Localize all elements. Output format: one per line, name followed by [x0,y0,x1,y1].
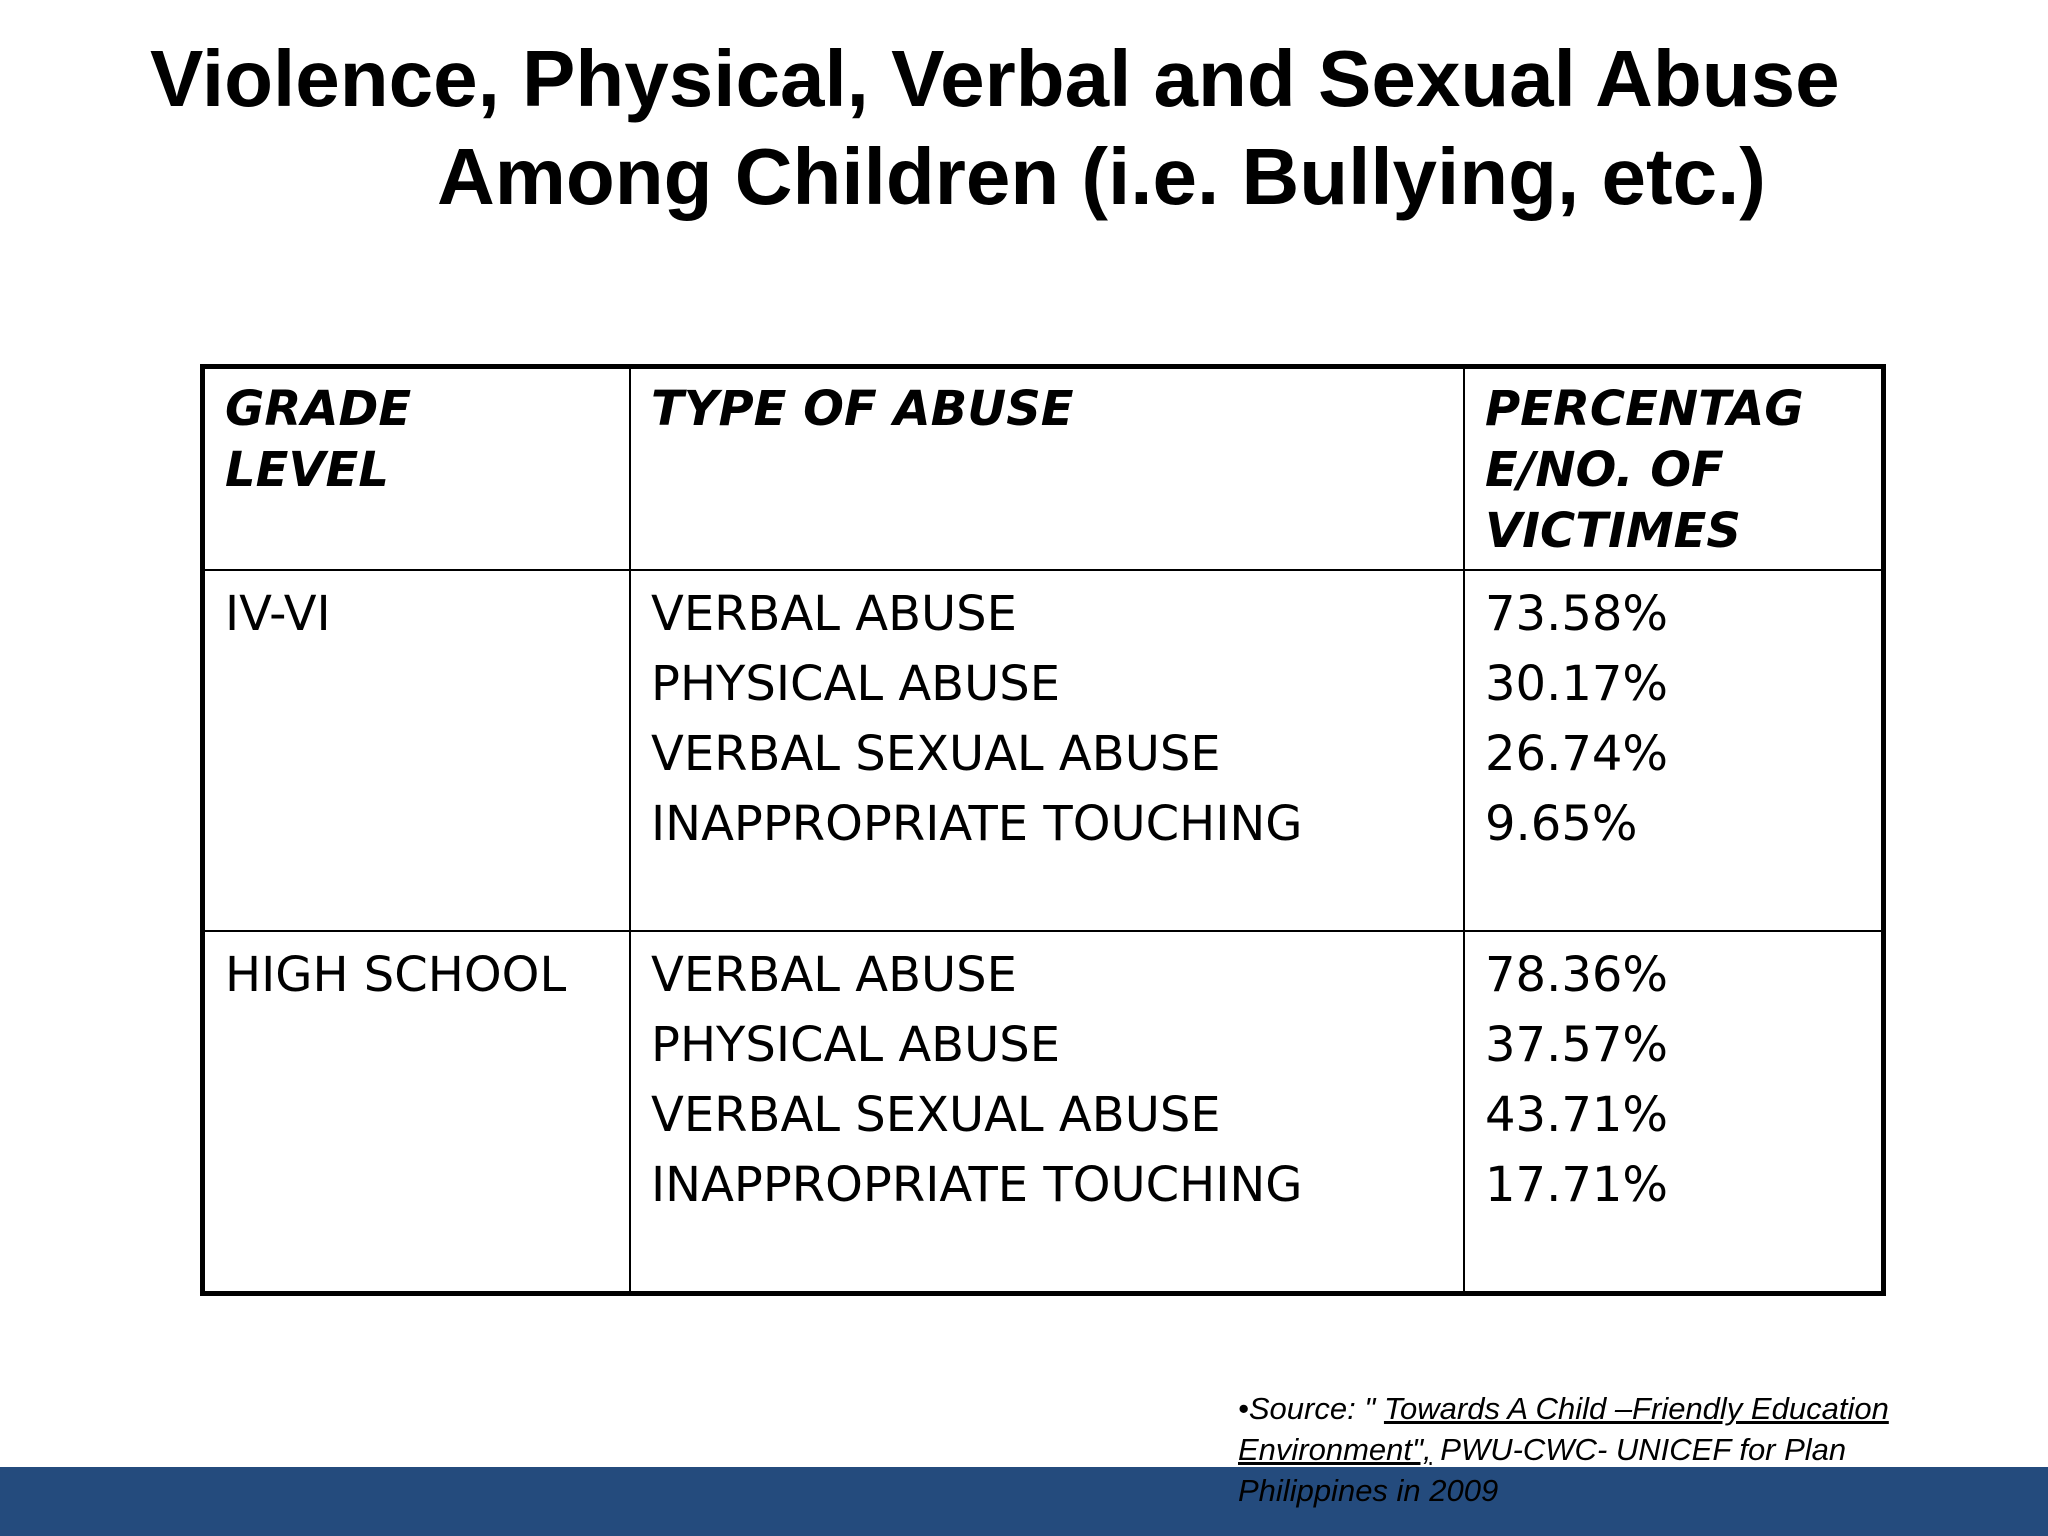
slide-title: Violence, Physical, Verbal and Sexual Ab… [150,30,1950,226]
abuse-type: VERBAL SEXUAL ABUSE [651,726,1221,782]
percentage-value: 26.74% [1485,726,1669,782]
grade-cell: IV-VI [201,569,631,932]
slide-title-line-2: Among Children (i.e. Bullying, etc.) [437,132,1766,221]
header-grade-level-line: LEVEL [225,442,389,498]
table-row: IV-VI VERBAL ABUSE PHYSICAL ABUSE VERBAL… [201,569,1885,932]
percentage-value: 73.58% [1485,586,1669,642]
abuse-type-cell: VERBAL ABUSE PHYSICAL ABUSE VERBAL SEXUA… [629,929,1465,1295]
abuse-type: VERBAL SEXUAL ABUSE [651,1086,1221,1143]
slide-title-line-1: Violence, Physical, Verbal and Sexual Ab… [150,34,1840,123]
table-row: HIGH SCHOOL VERBAL ABUSE PHYSICAL ABUSE … [201,929,1885,1295]
abuse-type: PHYSICAL ABUSE [651,1016,1061,1073]
source-title: Towards A Child –Friendly Education Envi… [1238,1391,1889,1467]
percentage-value: 17.71% [1485,1156,1669,1213]
abuse-type: INAPPROPRIATE TOUCHING [651,1156,1303,1213]
percentage-cell: 78.36% 37.57% 43.71% 17.71% [1463,929,1885,1295]
source-citation: •Source: " Towards A Child –Friendly Edu… [1238,1388,1998,1511]
percentage-value: 78.36% [1485,946,1669,1003]
header-percentage-line: PERCENTAG [1485,381,1804,437]
percentage-value: 37.57% [1485,1016,1669,1073]
percentage-value: 9.65% [1485,796,1638,852]
abuse-type: VERBAL ABUSE [651,586,1017,642]
footer-bar [0,1467,2048,1536]
header-percentage-line: E/NO. OF [1485,442,1724,498]
header-type-of-abuse: TYPE OF ABUSE [629,365,1465,571]
table-body: IV-VI VERBAL ABUSE PHYSICAL ABUSE VERBAL… [201,569,1885,1295]
percentage-value: 43.71% [1485,1086,1669,1143]
grade-cell: HIGH SCHOOL [201,929,631,1295]
header-percentage: PERCENTAG E/NO. OF VICTIMES [1463,365,1885,571]
abuse-type-cell: VERBAL ABUSE PHYSICAL ABUSE VERBAL SEXUA… [629,569,1465,932]
header-percentage-line: VICTIMES [1485,503,1741,559]
abuse-type: PHYSICAL ABUSE [651,656,1061,712]
percentage-cell: 73.58% 30.17% 26.74% 9.65% [1463,569,1885,932]
header-grade-level: GRADE LEVEL [201,365,631,571]
percentage-value: 30.17% [1485,656,1669,712]
abuse-type: INAPPROPRIATE TOUCHING [651,796,1303,852]
header-grade-level-line: GRADE [225,381,412,437]
abuse-statistics-table: GRADE LEVEL TYPE OF ABUSE PERCENTAG E/NO… [200,364,1886,1296]
table-header: GRADE LEVEL TYPE OF ABUSE PERCENTAG E/NO… [201,365,1885,571]
source-rest: PWU-CWC- UNICEF for Plan Philippines in … [1238,1432,1847,1508]
abuse-type: VERBAL ABUSE [651,946,1017,1003]
source-prefix: Source: " [1248,1391,1384,1426]
source-bullet: • [1238,1391,1249,1426]
table-header-row: GRADE LEVEL TYPE OF ABUSE PERCENTAG E/NO… [201,365,1885,571]
